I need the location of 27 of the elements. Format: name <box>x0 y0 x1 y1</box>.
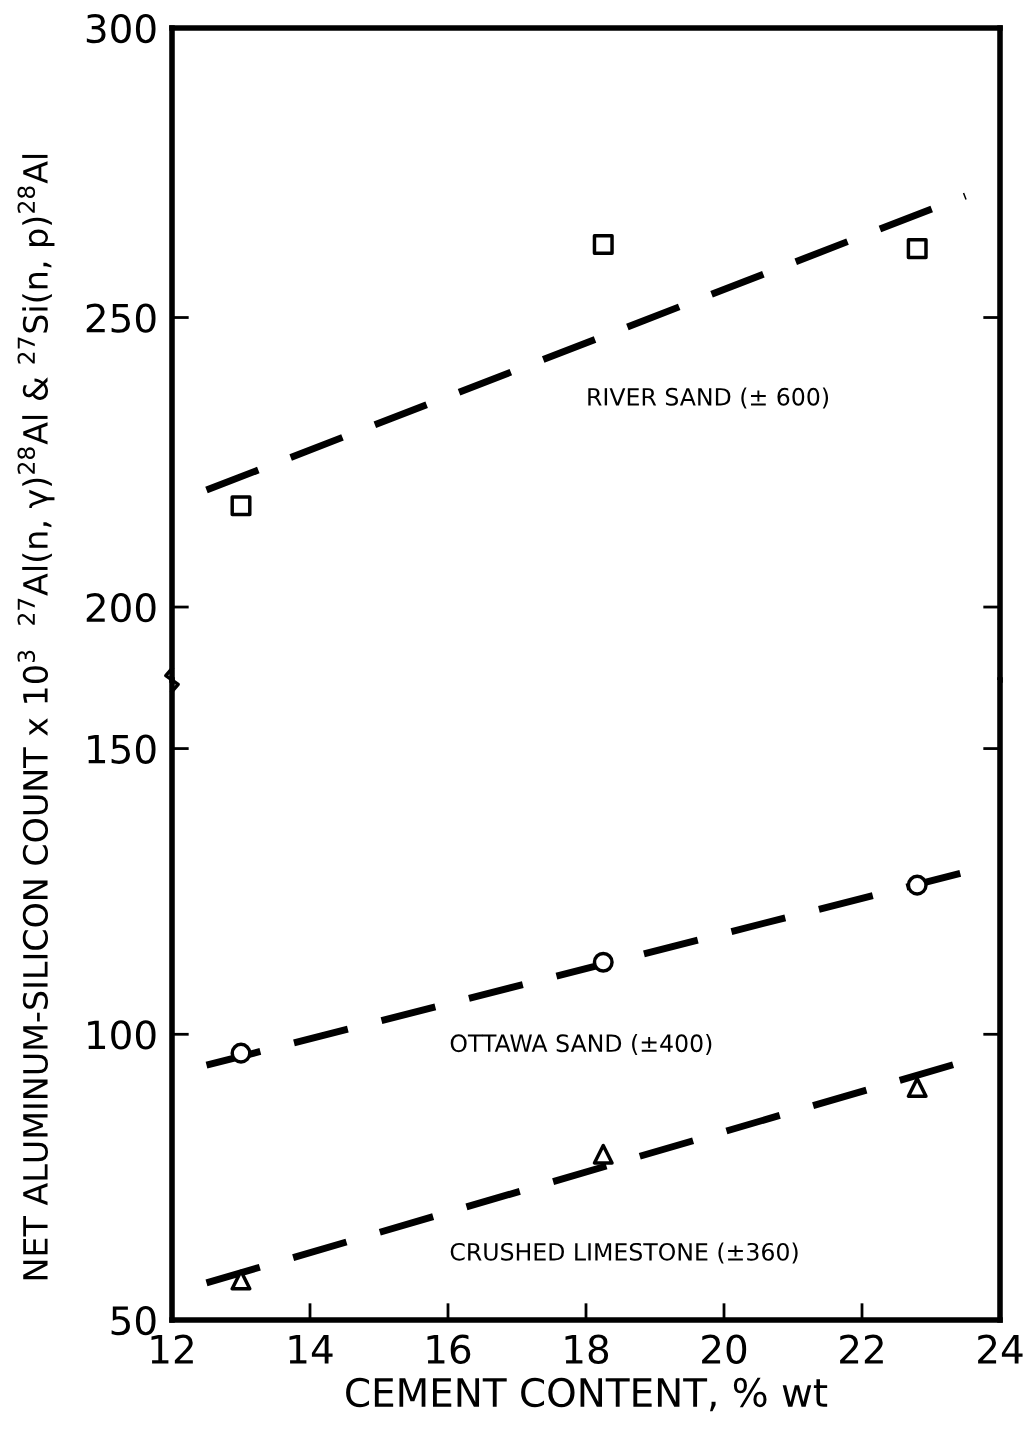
series-label: RIVER SAND (± 600) <box>588 387 829 409</box>
y-tick-label: 150 <box>88 734 156 764</box>
x-tick-label: 12 <box>151 1334 193 1364</box>
y-tick-label: 250 <box>86 303 156 333</box>
point <box>230 1042 252 1064</box>
point <box>906 874 928 896</box>
x-tick-label: 14 <box>289 1335 333 1364</box>
point <box>906 1076 928 1098</box>
series-label: CRUSHED LIMESTONE (±360) <box>450 1242 798 1264</box>
y-tick-label: 100 <box>88 1020 156 1050</box>
point <box>592 1143 614 1165</box>
point <box>230 495 252 517</box>
x-tick-label: 18 <box>565 1334 609 1364</box>
x-tick-label: 24 <box>978 1334 1023 1364</box>
y-tick-label: 300 <box>86 13 156 44</box>
point <box>592 234 614 256</box>
x-tick-label: 22 <box>840 1334 883 1364</box>
x-tick-label: 16 <box>427 1334 471 1364</box>
point <box>592 951 614 973</box>
point <box>230 1269 252 1291</box>
x-axis-title: CEMENT CONTENT, % wt <box>346 1377 828 1412</box>
y-tick-label: 200 <box>86 592 156 623</box>
x-tick-label: 20 <box>702 1334 747 1364</box>
y-tick-label: 50 <box>111 1305 156 1336</box>
text: NET ALUMINUM-SILICON COUNT x 10$^{3 27}$Al(n, γ)$^{28}$Al & $^{27}$Si(n, p)$^{28}$Al <box>17 154 55 1280</box>
point <box>906 238 928 260</box>
series-label: OTTAWA SAND (±400) <box>450 1033 712 1055</box>
